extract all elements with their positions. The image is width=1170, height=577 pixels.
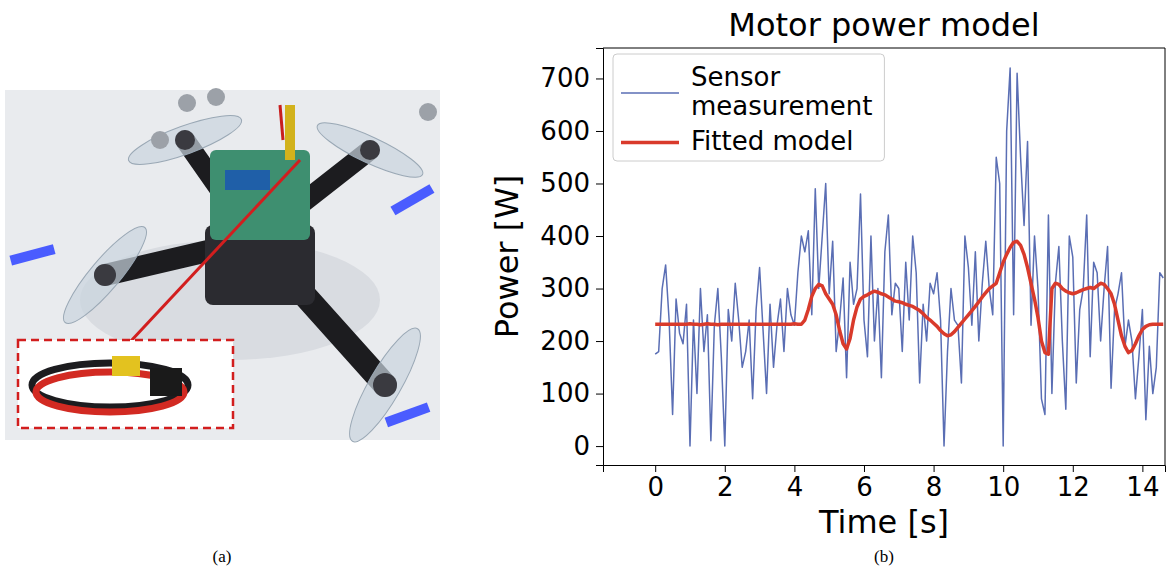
tick-label: 100 — [540, 378, 590, 408]
tick: 200 — [540, 326, 603, 356]
drone-photo — [5, 88, 440, 449]
x-axis: 0 2 4 6 8 10 12 14 — [604, 465, 1166, 502]
tick: 4 — [787, 465, 804, 502]
motor — [360, 140, 380, 160]
tick-mark — [655, 465, 656, 472]
tick: 400 — [540, 221, 603, 251]
led-strip — [390, 184, 434, 215]
inset-sensor — [150, 368, 182, 396]
tick-mark — [1073, 465, 1074, 472]
tick-label: 700 — [540, 63, 590, 93]
tick-mark — [596, 131, 603, 132]
microcontroller — [225, 170, 270, 190]
tick-mark — [596, 236, 603, 237]
legend-frame — [613, 54, 884, 161]
series-line — [655, 241, 1163, 354]
tick-mark — [934, 465, 935, 472]
tick-label: 600 — [540, 116, 590, 146]
marker-sphere — [151, 131, 169, 149]
tick-mark — [864, 465, 865, 472]
tick-mark — [596, 341, 603, 342]
tick-label: 2 — [717, 472, 734, 502]
axis-line — [604, 466, 1166, 473]
tick-label: 6 — [856, 472, 873, 502]
propeller — [312, 114, 428, 187]
tick-label: 400 — [540, 221, 590, 251]
tick-mark — [596, 394, 603, 395]
connector — [285, 105, 295, 160]
y-axis-title: Power [W] — [488, 175, 526, 339]
tick: 14 — [1126, 465, 1159, 502]
frame-top — [603, 48, 1165, 49]
legend: Sensormeasurement Fitted model — [613, 54, 884, 161]
tick: 500 — [540, 168, 603, 198]
led-strip — [9, 244, 55, 265]
y-axis: 0 100 200 300 400 500 600 700 — [540, 49, 603, 466]
tick-label: 500 — [540, 168, 590, 198]
tick-label: 4 — [787, 472, 804, 502]
tick-mark — [596, 183, 603, 184]
tick: 300 — [540, 273, 603, 303]
tick-label: 10 — [987, 472, 1020, 502]
frame-right — [1165, 48, 1166, 465]
figure: 0 2 4 6 8 10 12 14 0 100 200 300 400 500 600 700 Motor p… — [0, 0, 1170, 577]
tick-label: 12 — [1057, 472, 1090, 502]
tick: 600 — [540, 116, 603, 146]
motor — [175, 130, 195, 150]
marker-sphere — [207, 88, 225, 106]
legend-label: Fitted model — [691, 126, 853, 156]
legend-label: Sensormeasurement — [691, 62, 872, 121]
axis-line — [596, 49, 604, 466]
led-strip — [385, 402, 431, 427]
tick-label: 14 — [1126, 472, 1159, 502]
tick-mark — [596, 78, 603, 79]
tick-label: 0 — [573, 431, 590, 461]
tick: 8 — [926, 465, 943, 502]
tick-mark — [794, 465, 795, 472]
legend-entry: Fitted model — [621, 126, 853, 156]
panel-label: (a) — [213, 547, 232, 566]
legend-entry: Sensormeasurement — [621, 62, 872, 121]
tick-mark — [725, 465, 726, 472]
motor — [373, 373, 397, 397]
tick: 12 — [1057, 465, 1090, 502]
tick: 700 — [540, 63, 603, 93]
panel-label: (b) — [874, 547, 894, 566]
tick: 0 — [647, 465, 664, 502]
inset-connector — [112, 356, 140, 376]
tick-label: 200 — [540, 326, 590, 356]
tick: 2 — [717, 465, 734, 502]
propeller — [339, 321, 432, 450]
tick: 6 — [856, 465, 873, 502]
tick-label: 0 — [647, 472, 664, 502]
tick: 0 — [573, 431, 603, 461]
tick: 10 — [987, 465, 1020, 502]
tick-label: 8 — [926, 472, 943, 502]
tick-mark — [596, 289, 603, 290]
legend-swatch — [621, 92, 679, 94]
tick-label: 300 — [540, 273, 590, 303]
tick-mark — [1142, 465, 1143, 472]
motor — [94, 264, 116, 286]
propeller — [54, 218, 157, 332]
inset-frame — [18, 340, 233, 428]
tick-mark — [1003, 465, 1004, 472]
legend-swatch — [621, 141, 679, 145]
chart-title: Motor power model — [728, 6, 1039, 44]
wire — [280, 105, 283, 140]
tick: 100 — [540, 378, 603, 408]
marker-sphere — [178, 94, 196, 112]
photo-background — [5, 90, 440, 440]
pointer-line — [130, 160, 300, 342]
x-axis-title: Time [s] — [818, 503, 949, 541]
marker-sphere — [419, 103, 437, 121]
tick-mark — [596, 446, 603, 447]
